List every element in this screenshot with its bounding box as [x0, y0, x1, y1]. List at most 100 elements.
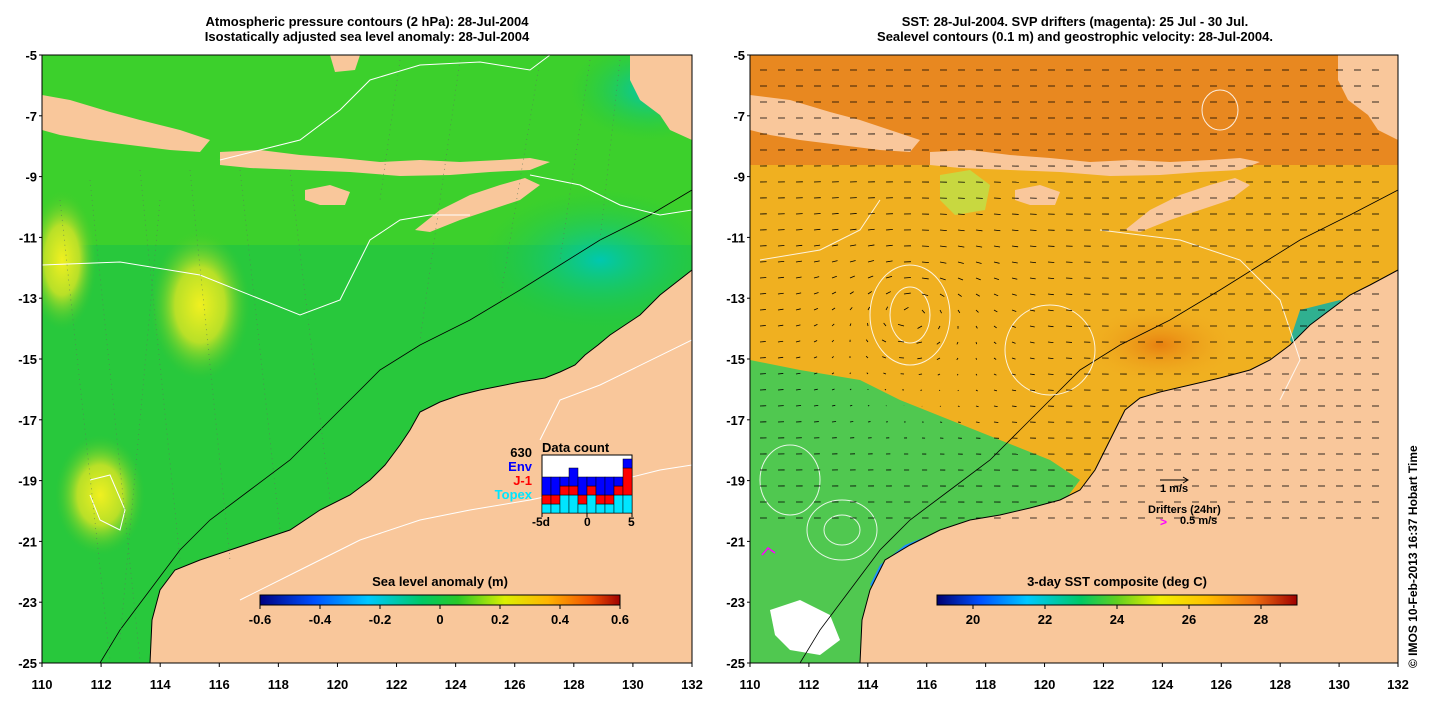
data-count-bar-topex — [604, 503, 615, 514]
data-count-bar-env — [559, 476, 570, 487]
velocity-arrow — [795, 356, 801, 359]
velocity-arrow — [795, 244, 803, 247]
sla-new-guinea-land — [630, 55, 692, 140]
data-count-bar-j1 — [586, 485, 597, 496]
velocity-arrow — [867, 260, 875, 263]
velocity-arrow — [936, 341, 941, 345]
velocity-arrow — [1047, 325, 1054, 328]
sla-colorbar-tick-label: 0.6 — [611, 612, 629, 627]
velocity-arrow — [885, 275, 893, 279]
sla-colorbar-tick-label: -0.6 — [249, 612, 271, 627]
velocity-arrow — [795, 372, 801, 375]
sla-track-dots — [59, 59, 621, 661]
sst-sealevel-contours — [759, 89, 1301, 561]
velocity-arrow — [831, 244, 839, 247]
right-x-tick-label: 112 — [798, 677, 819, 692]
left-panel-title: Atmospheric pressure contours (2 hPa): 2… — [42, 14, 692, 44]
velocity-arrow — [956, 357, 959, 361]
left-x-tick-label: 128 — [563, 677, 585, 692]
velocity-arrow — [993, 341, 997, 345]
sla-colorbar-tick-label: -0.2 — [369, 612, 391, 627]
velocity-arrow — [831, 260, 838, 263]
velocity-arrow — [1047, 341, 1054, 344]
velocity-arrow — [813, 372, 818, 375]
right-x-tick-label: 110 — [740, 677, 761, 692]
velocity-arrow — [831, 388, 835, 391]
velocity-arrow — [917, 325, 923, 329]
velocity-scale-arrowhead — [1182, 476, 1189, 484]
velocity-arrow — [956, 341, 959, 345]
data-count-bar-topex — [622, 494, 633, 514]
sst-new-guinea-land — [1338, 55, 1398, 140]
velocity-arrow — [1047, 357, 1054, 359]
velocity-arrow — [1011, 229, 1019, 232]
left-y-tick-label: -13 — [18, 291, 37, 306]
velocity-arrow — [795, 308, 801, 311]
right-y-tick-label: -11 — [727, 230, 745, 245]
left-x-tick-label: 114 — [150, 677, 172, 692]
velocity-arrow — [795, 276, 802, 279]
sst-cool-southwest — [750, 360, 1080, 663]
velocity-arrow — [1029, 341, 1035, 344]
velocity-arrow — [849, 260, 856, 263]
velocity-arrow — [1011, 357, 1016, 360]
velocity-arrow — [813, 340, 818, 343]
velocity-arrow — [957, 309, 961, 314]
sst-colorbar-tick-label: 22 — [1038, 612, 1052, 627]
sst-cloud-gap — [770, 600, 840, 655]
velocity-arrow — [975, 245, 983, 248]
sst-warm-patch — [1080, 305, 1240, 385]
right-x-tick-label: 116 — [916, 677, 937, 692]
data-count-bar-topex — [613, 494, 624, 514]
sst-java-land — [750, 95, 920, 152]
data-count-bar-j1 — [550, 494, 561, 505]
right-panel-title: SST: 28-Jul-2004. SVP drifters (magenta)… — [750, 14, 1400, 44]
velocity-arrow — [813, 356, 818, 359]
left-y-tick-label: -5 — [25, 48, 37, 63]
velocity-arrow — [975, 341, 978, 345]
velocity-arrow — [1047, 261, 1055, 263]
sla-sumba-land — [305, 185, 350, 205]
velocity-arrow — [813, 388, 818, 391]
sla-map — [42, 55, 692, 663]
left-y-tick-label: -19 — [18, 474, 37, 489]
velocity-arrow — [777, 340, 784, 343]
velocity-arrow — [849, 388, 852, 391]
velocity-arrow — [813, 244, 821, 247]
right-y-tick-label: -7 — [733, 109, 745, 124]
right-y-tick-label: -19 — [726, 474, 745, 489]
sst-colorbar-tick-label: 24 — [1110, 612, 1125, 627]
data-count-bar-j1 — [559, 485, 570, 496]
right-y-tick-label: -15 — [726, 352, 745, 367]
velocity-arrow — [1029, 293, 1036, 296]
velocity-arrow — [975, 309, 979, 313]
sst-coastline — [859, 269, 1398, 663]
right-title-line1: SST: 28-Jul-2004. SVP drifters (magenta)… — [901, 14, 1249, 29]
right-x-tick-label: 122 — [1093, 677, 1115, 692]
right-x-tick-label: 132 — [1387, 677, 1409, 692]
right-x-tick-label: 118 — [975, 677, 996, 692]
left-y-tick-label: -9 — [25, 170, 37, 185]
velocity-arrow — [993, 213, 1001, 215]
velocity-arrow — [956, 373, 959, 376]
sla-anomaly-high-west — [42, 190, 97, 330]
sla-coastline — [149, 269, 692, 663]
velocity-arrow — [975, 229, 983, 232]
velocity-arrow — [1029, 261, 1037, 264]
velocity-arrow — [831, 323, 835, 327]
velocity-arrow — [993, 405, 998, 408]
right-x-tick-label: 124 — [1152, 677, 1174, 692]
velocity-arrow — [831, 339, 835, 343]
velocity-arrow — [957, 405, 960, 408]
velocity-arrow — [1011, 389, 1017, 392]
velocity-arrow — [831, 275, 837, 279]
sla-pressure-contour-5 — [239, 464, 692, 601]
velocity-arrow — [917, 357, 923, 360]
velocity-arrow — [1029, 325, 1035, 328]
velocity-arrow — [897, 340, 905, 343]
velocity-arrow — [831, 213, 839, 215]
sla-anomaly-low-east — [480, 190, 692, 330]
data-count-legend: 630 Env J-1 Topex — [462, 446, 532, 502]
velocity-arrow — [916, 341, 923, 344]
